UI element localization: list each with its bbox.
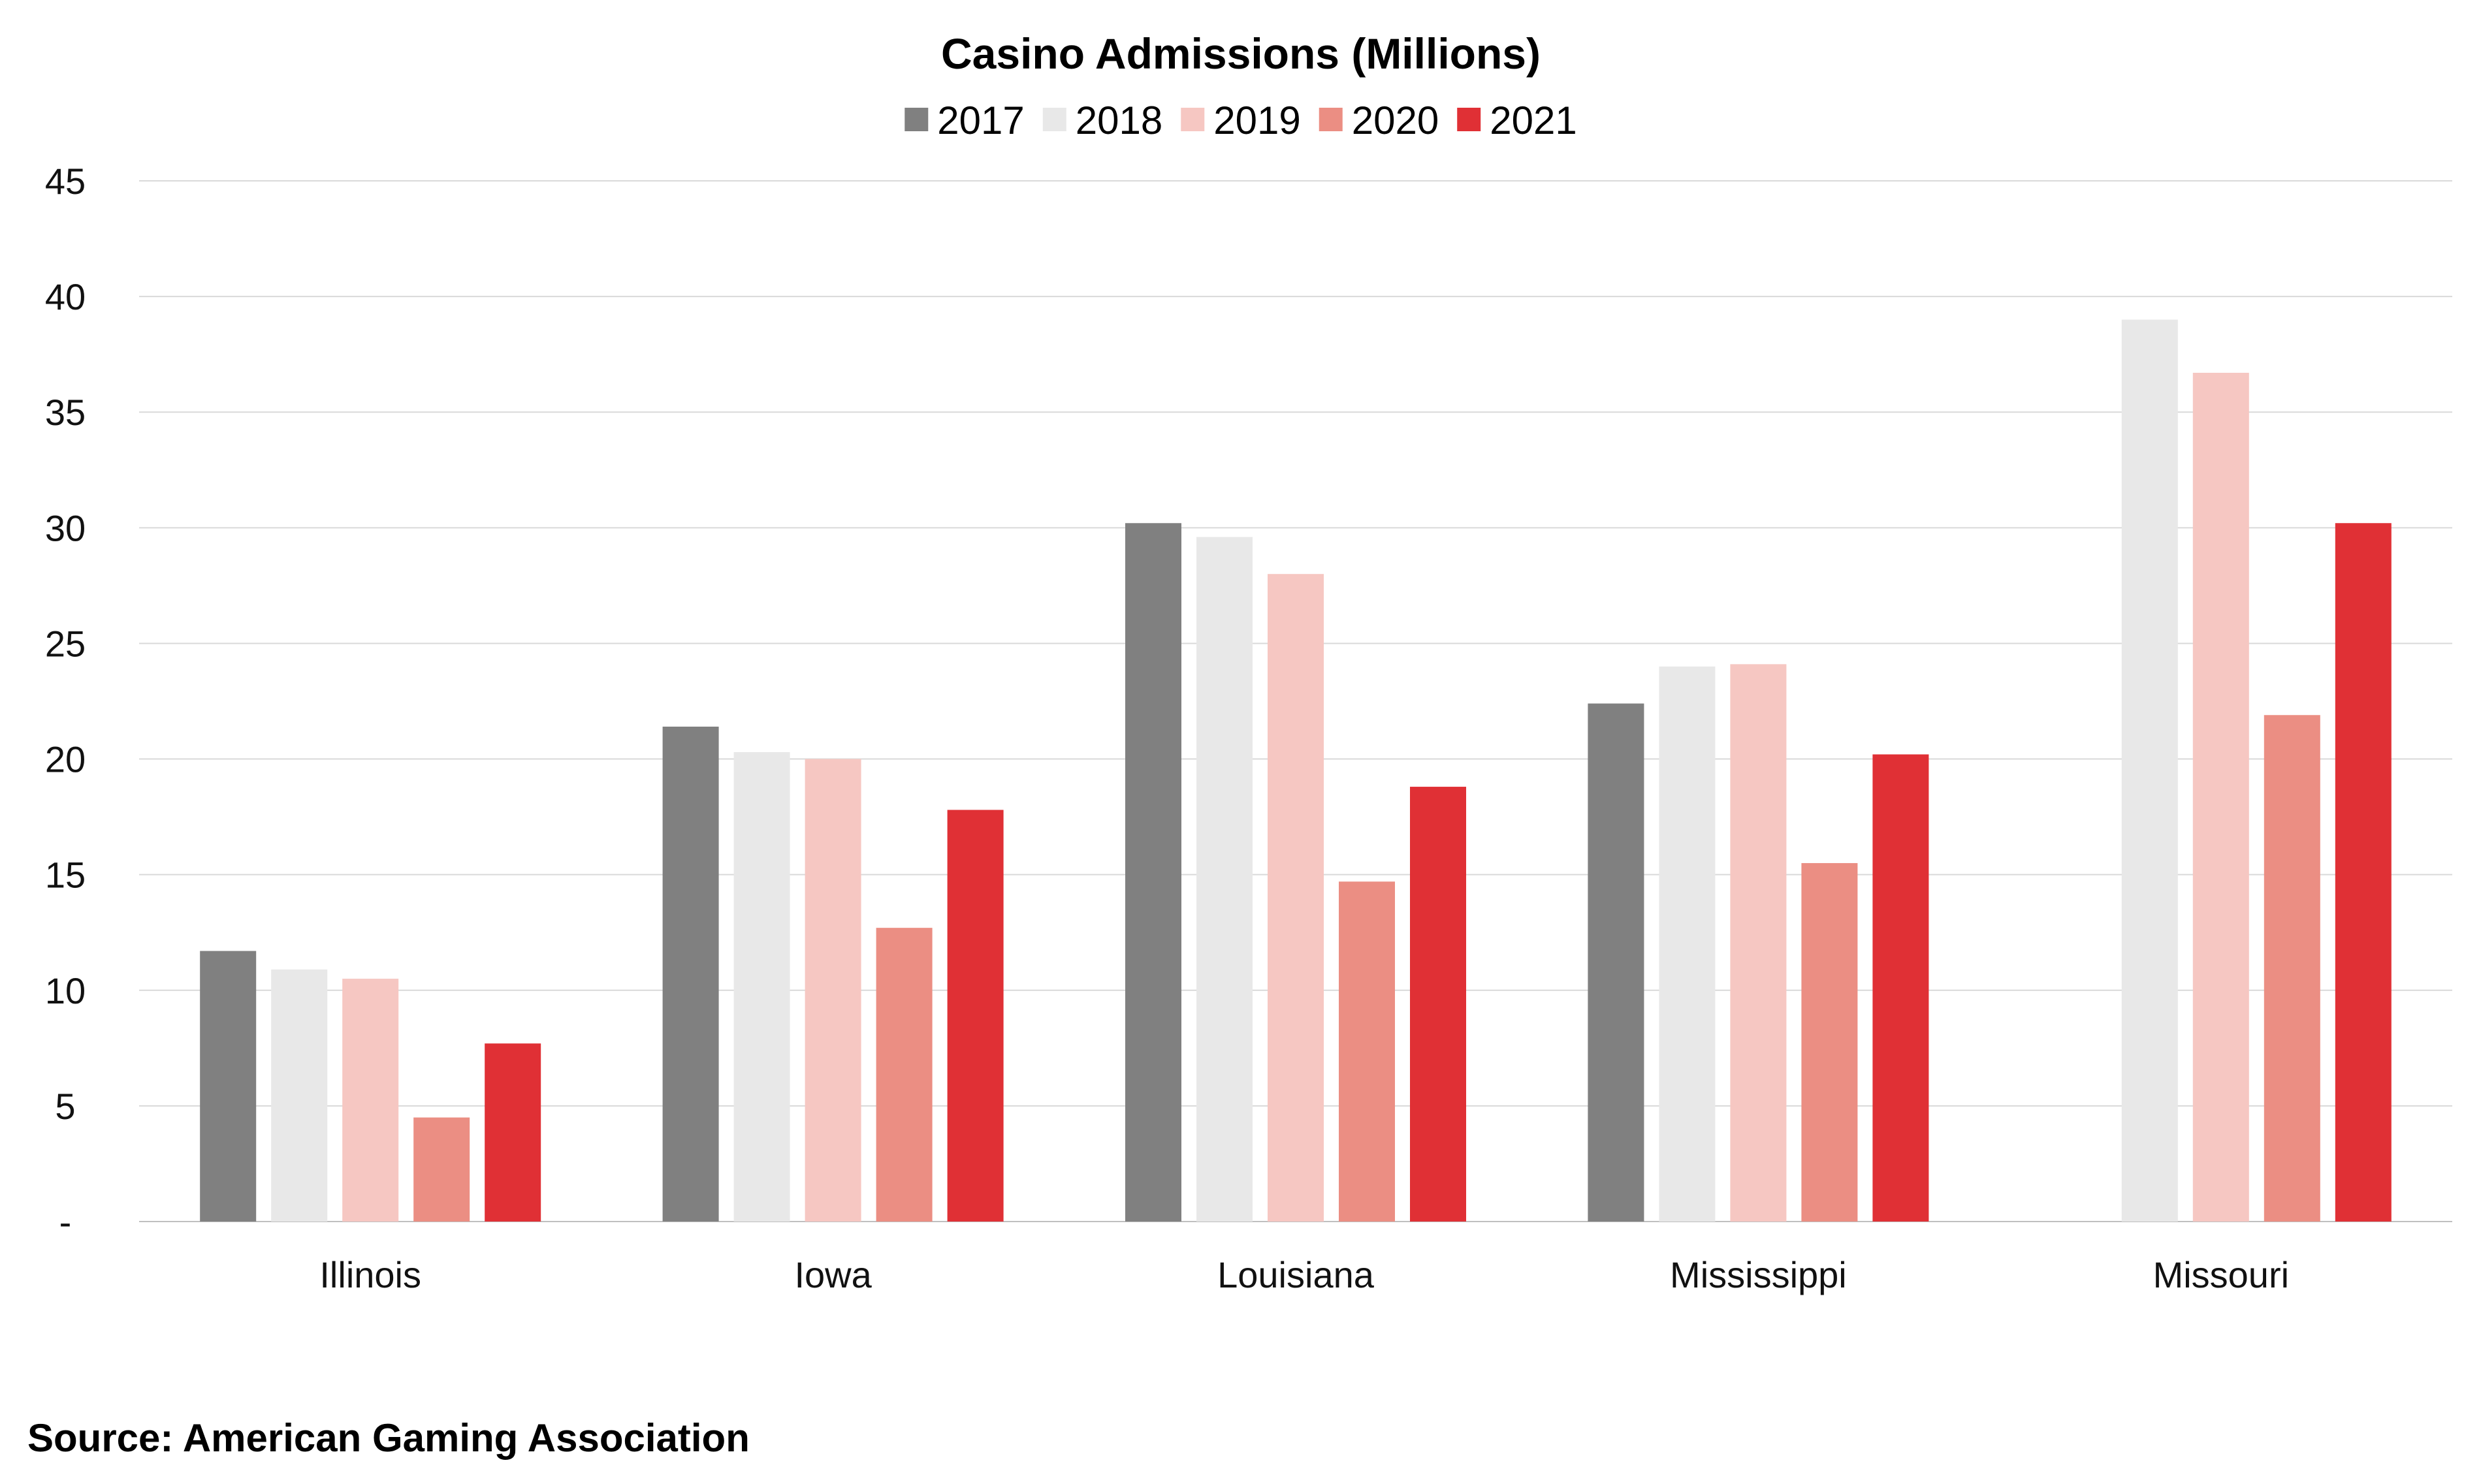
y-tick-label: 25 <box>45 623 86 664</box>
y-tick-label: 20 <box>45 739 86 780</box>
x-tick-label: Mississippi <box>1670 1254 1847 1295</box>
bar-iowa-2018 <box>733 751 790 1222</box>
bar-illinois-2021 <box>485 1043 541 1222</box>
x-axis: Illinois Iowa Louisiana Mississippi Missouri <box>319 1254 2289 1295</box>
bar-illinois-2018 <box>271 969 328 1222</box>
chart-title: Casino Admissions (Millions) <box>941 29 1541 78</box>
chart-legend: 2017 2018 2019 2020 2021 <box>904 99 1577 142</box>
bar-mississippi-2017 <box>1588 703 1644 1222</box>
x-tick-label: Missouri <box>2153 1254 2289 1295</box>
y-axis: - 5 10 15 20 25 30 35 40 45 <box>45 161 86 1242</box>
y-tick-label: 35 <box>45 392 86 433</box>
bar-louisiana-2019 <box>1268 574 1324 1222</box>
bar-illinois-2017 <box>200 951 257 1222</box>
y-tick-label: 45 <box>45 161 86 202</box>
y-tick-label: 40 <box>45 276 86 317</box>
bar-iowa-2017 <box>662 726 719 1222</box>
bar-illinois-2020 <box>413 1117 470 1222</box>
bar-iowa-2019 <box>805 759 861 1222</box>
legend-label: 2021 <box>1490 99 1577 142</box>
legend-label: 2020 <box>1352 99 1439 142</box>
bars <box>200 319 2392 1222</box>
bar-mississippi-2018 <box>1659 666 1716 1222</box>
bar-louisiana-2018 <box>1196 537 1253 1222</box>
y-tick-label: 30 <box>45 507 86 548</box>
y-tick-label: - <box>59 1201 72 1242</box>
x-tick-label: Illinois <box>319 1254 421 1295</box>
bar-missouri-2021 <box>2335 523 2392 1222</box>
bar-louisiana-2020 <box>1339 881 1395 1222</box>
bar-missouri-2018 <box>2121 319 2178 1222</box>
legend-swatch-2018 <box>1042 108 1066 131</box>
source-note: Source: American Gaming Association <box>27 1416 750 1460</box>
bar-louisiana-2017 <box>1125 523 1181 1222</box>
legend-label: 2018 <box>1076 99 1162 142</box>
bar-mississippi-2021 <box>1872 754 1929 1222</box>
legend-swatch-2019 <box>1181 108 1205 131</box>
x-tick-label: Iowa <box>794 1254 872 1295</box>
legend-swatch-2021 <box>1457 108 1481 131</box>
legend-label: 2019 <box>1213 99 1300 142</box>
bar-illinois-2019 <box>342 979 399 1222</box>
bar-louisiana-2021 <box>1410 787 1466 1222</box>
bar-iowa-2021 <box>947 810 1004 1222</box>
bar-missouri-2020 <box>2264 715 2320 1222</box>
x-tick-label: Louisiana <box>1217 1254 1375 1295</box>
y-tick-label: 10 <box>45 970 86 1011</box>
bar-mississippi-2019 <box>1730 664 1787 1222</box>
bar-iowa-2020 <box>876 928 933 1222</box>
bar-mississippi-2020 <box>1801 862 1858 1222</box>
legend-swatch-2017 <box>904 108 929 131</box>
legend-swatch-2020 <box>1319 108 1343 131</box>
legend-label: 2017 <box>937 99 1024 142</box>
bar-missouri-2019 <box>2192 373 2249 1222</box>
y-tick-label: 5 <box>55 1086 75 1127</box>
y-tick-label: 15 <box>45 855 86 896</box>
